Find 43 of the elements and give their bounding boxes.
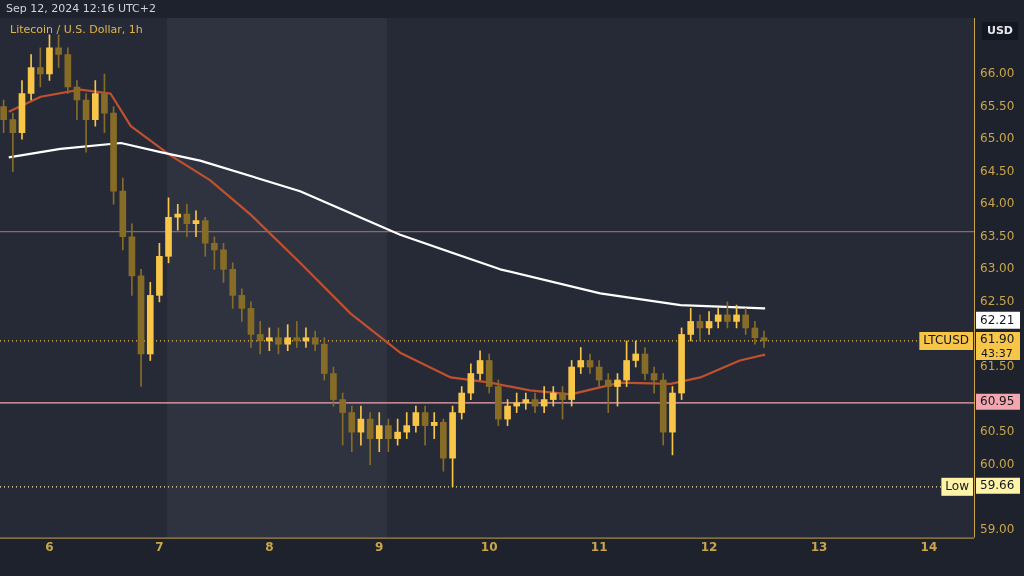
y-tick-label: 63.00 (980, 261, 1015, 276)
candlestick (522, 392, 530, 410)
y-tick-label: 60.50 (980, 424, 1015, 439)
candlestick (760, 330, 768, 348)
y-tick-label: 65.00 (980, 131, 1015, 146)
y-tick-label: 64.00 (980, 196, 1015, 211)
candlestick (403, 412, 411, 439)
x-tick-label: 8 (265, 539, 274, 554)
annotation: Low (945, 478, 970, 493)
annotation: LTCUSD (923, 333, 970, 348)
candlestick (174, 203, 182, 231)
candlestick (9, 112, 17, 172)
candlestick (256, 321, 264, 355)
ref-line-label: 60.95 (980, 393, 1015, 408)
ref-line-label: 61.90 (980, 332, 1015, 347)
y-tick-label: 63.50 (980, 228, 1015, 243)
candlestick (430, 412, 438, 439)
text: Litecoin / U.S. Dollar, 1h (10, 22, 143, 36)
candlestick (513, 392, 521, 413)
text: Sep 12, 2024 12:16 UTC+2 (6, 1, 156, 15)
y-axis-title: USD (987, 23, 1013, 37)
y-tick-label: 64.50 (980, 163, 1015, 178)
x-tick-label: 13 (810, 539, 828, 554)
candlestick (293, 321, 301, 348)
annotation: 62.21 (980, 312, 1015, 327)
candlestick (577, 347, 585, 374)
y-tick-label: 59.00 (980, 521, 1015, 536)
y-tick-label: 60.00 (980, 456, 1015, 471)
x-tick-label: 9 (375, 539, 384, 554)
x-tick-label: 6 (45, 539, 54, 554)
y-tick-label: 65.50 (980, 98, 1015, 113)
candlestick (604, 373, 612, 413)
ref-line-label: 59.66 (980, 477, 1015, 492)
x-tick-label: 14 (920, 539, 938, 554)
x-tick-label: 11 (590, 539, 608, 554)
y-tick-label: 66.00 (980, 66, 1015, 81)
candlestick (192, 210, 200, 238)
y-tick-label: 61.50 (980, 359, 1015, 374)
x-tick-label: 10 (480, 539, 498, 554)
x-tick-label: 7 (155, 539, 164, 554)
y-tick-label: 62.50 (980, 294, 1015, 309)
annotation: 43:37 (981, 346, 1013, 360)
x-tick-label: 12 (700, 539, 718, 554)
